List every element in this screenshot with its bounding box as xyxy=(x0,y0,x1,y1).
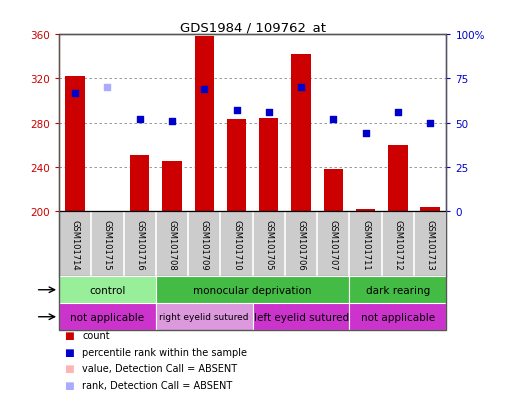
Point xyxy=(329,116,338,123)
Point xyxy=(426,120,435,127)
Text: GSM101706: GSM101706 xyxy=(297,219,306,270)
Bar xyxy=(388,145,407,211)
Bar xyxy=(252,304,349,330)
Bar xyxy=(421,207,440,211)
Bar xyxy=(356,209,376,211)
Bar xyxy=(130,155,149,211)
Bar xyxy=(291,55,311,211)
Bar xyxy=(156,277,349,304)
Point xyxy=(362,131,370,137)
Text: not applicable: not applicable xyxy=(361,312,435,322)
Text: rank, Detection Call = ABSENT: rank, Detection Call = ABSENT xyxy=(82,380,232,390)
Text: GSM101710: GSM101710 xyxy=(232,219,241,270)
Text: GSM101713: GSM101713 xyxy=(426,219,435,270)
Text: GSM101709: GSM101709 xyxy=(200,219,209,270)
Text: GSM101716: GSM101716 xyxy=(135,219,144,270)
Bar xyxy=(66,77,85,211)
Text: GSM101707: GSM101707 xyxy=(329,219,338,270)
Text: ■: ■ xyxy=(64,363,74,373)
Text: percentile rank within the sample: percentile rank within the sample xyxy=(82,347,247,357)
Point xyxy=(135,116,144,123)
Text: GSM101714: GSM101714 xyxy=(71,219,80,270)
Bar xyxy=(349,304,446,330)
Point xyxy=(265,109,273,116)
Bar xyxy=(156,304,252,330)
Text: value, Detection Call = ABSENT: value, Detection Call = ABSENT xyxy=(82,363,237,373)
Text: GSM101711: GSM101711 xyxy=(361,219,370,270)
Bar xyxy=(59,277,156,304)
Text: ■: ■ xyxy=(64,347,74,357)
Bar xyxy=(349,277,446,304)
Bar xyxy=(324,170,343,211)
Text: ■: ■ xyxy=(64,330,74,340)
Point xyxy=(232,108,241,114)
Text: GSM101705: GSM101705 xyxy=(264,219,273,270)
Text: ■: ■ xyxy=(64,380,74,390)
Text: dark rearing: dark rearing xyxy=(366,285,430,295)
Text: GSM101715: GSM101715 xyxy=(103,219,112,270)
Point xyxy=(297,85,305,91)
Bar xyxy=(194,37,214,211)
Text: GSM101712: GSM101712 xyxy=(393,219,402,270)
Bar xyxy=(162,162,182,211)
Point xyxy=(103,85,111,91)
Bar xyxy=(59,304,156,330)
Text: left eyelid sutured: left eyelid sutured xyxy=(253,312,349,322)
Text: not applicable: not applicable xyxy=(70,312,145,322)
Bar xyxy=(227,120,246,211)
Point xyxy=(71,90,79,97)
Title: GDS1984 / 109762_at: GDS1984 / 109762_at xyxy=(180,21,326,34)
Point xyxy=(200,86,208,93)
Text: right eyelid sutured: right eyelid sutured xyxy=(160,313,249,321)
Text: control: control xyxy=(89,285,126,295)
Point xyxy=(394,109,402,116)
Point xyxy=(168,118,176,125)
Text: count: count xyxy=(82,330,110,340)
Text: GSM101708: GSM101708 xyxy=(167,219,176,270)
Text: monocular deprivation: monocular deprivation xyxy=(193,285,312,295)
Bar xyxy=(259,119,279,211)
